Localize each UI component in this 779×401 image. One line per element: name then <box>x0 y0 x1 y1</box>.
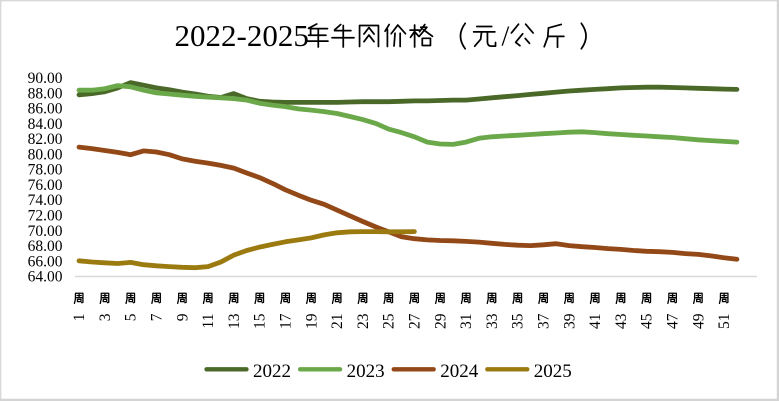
svg-text:7: 7 <box>149 313 166 321</box>
svg-text:39: 39 <box>561 313 578 329</box>
svg-text:2023: 2023 <box>347 361 385 382</box>
svg-text:82.00: 82.00 <box>28 131 63 148</box>
svg-text:29: 29 <box>432 313 449 329</box>
svg-text:43: 43 <box>613 313 630 329</box>
svg-text:/: / <box>502 22 510 53</box>
svg-text:41: 41 <box>587 314 604 330</box>
svg-text:74.00: 74.00 <box>28 192 63 209</box>
svg-text:27: 27 <box>407 313 424 329</box>
svg-text:19: 19 <box>303 313 320 329</box>
svg-text:80.00: 80.00 <box>28 146 63 163</box>
svg-text:5: 5 <box>123 313 140 321</box>
svg-text:31: 31 <box>458 314 475 330</box>
svg-text:35: 35 <box>510 313 527 329</box>
svg-text:13: 13 <box>226 313 243 329</box>
svg-text:33: 33 <box>484 313 501 329</box>
svg-text:86.00: 86.00 <box>28 101 63 118</box>
svg-text:17: 17 <box>278 313 295 329</box>
svg-text:72.00: 72.00 <box>28 208 63 225</box>
svg-text:25: 25 <box>381 313 398 329</box>
svg-text:78.00: 78.00 <box>28 162 63 179</box>
svg-text:49: 49 <box>690 313 707 329</box>
svg-text:51: 51 <box>716 314 733 330</box>
svg-text:66.00: 66.00 <box>28 253 63 270</box>
svg-text:2022-2025: 2022-2025 <box>175 18 309 53</box>
svg-text:11: 11 <box>200 314 217 329</box>
svg-text:88.00: 88.00 <box>28 85 63 102</box>
svg-text:9: 9 <box>174 313 191 321</box>
svg-text:37: 37 <box>536 313 553 329</box>
svg-text:68.00: 68.00 <box>28 238 63 255</box>
svg-text:2022: 2022 <box>253 361 291 382</box>
svg-text:45: 45 <box>639 313 656 329</box>
svg-text:84.00: 84.00 <box>28 116 63 133</box>
svg-text:1: 1 <box>71 314 88 322</box>
svg-text:23: 23 <box>355 313 372 329</box>
svg-text:64.00: 64.00 <box>28 269 63 286</box>
svg-text:47: 47 <box>665 313 682 329</box>
svg-text:90.00: 90.00 <box>28 70 63 87</box>
svg-text:3: 3 <box>97 313 114 321</box>
svg-text:76.00: 76.00 <box>28 177 63 194</box>
svg-text:70.00: 70.00 <box>28 223 63 240</box>
svg-text:2025: 2025 <box>534 361 572 382</box>
svg-text:2024: 2024 <box>440 361 479 382</box>
svg-text:21: 21 <box>329 314 346 330</box>
svg-text:15: 15 <box>252 313 269 329</box>
